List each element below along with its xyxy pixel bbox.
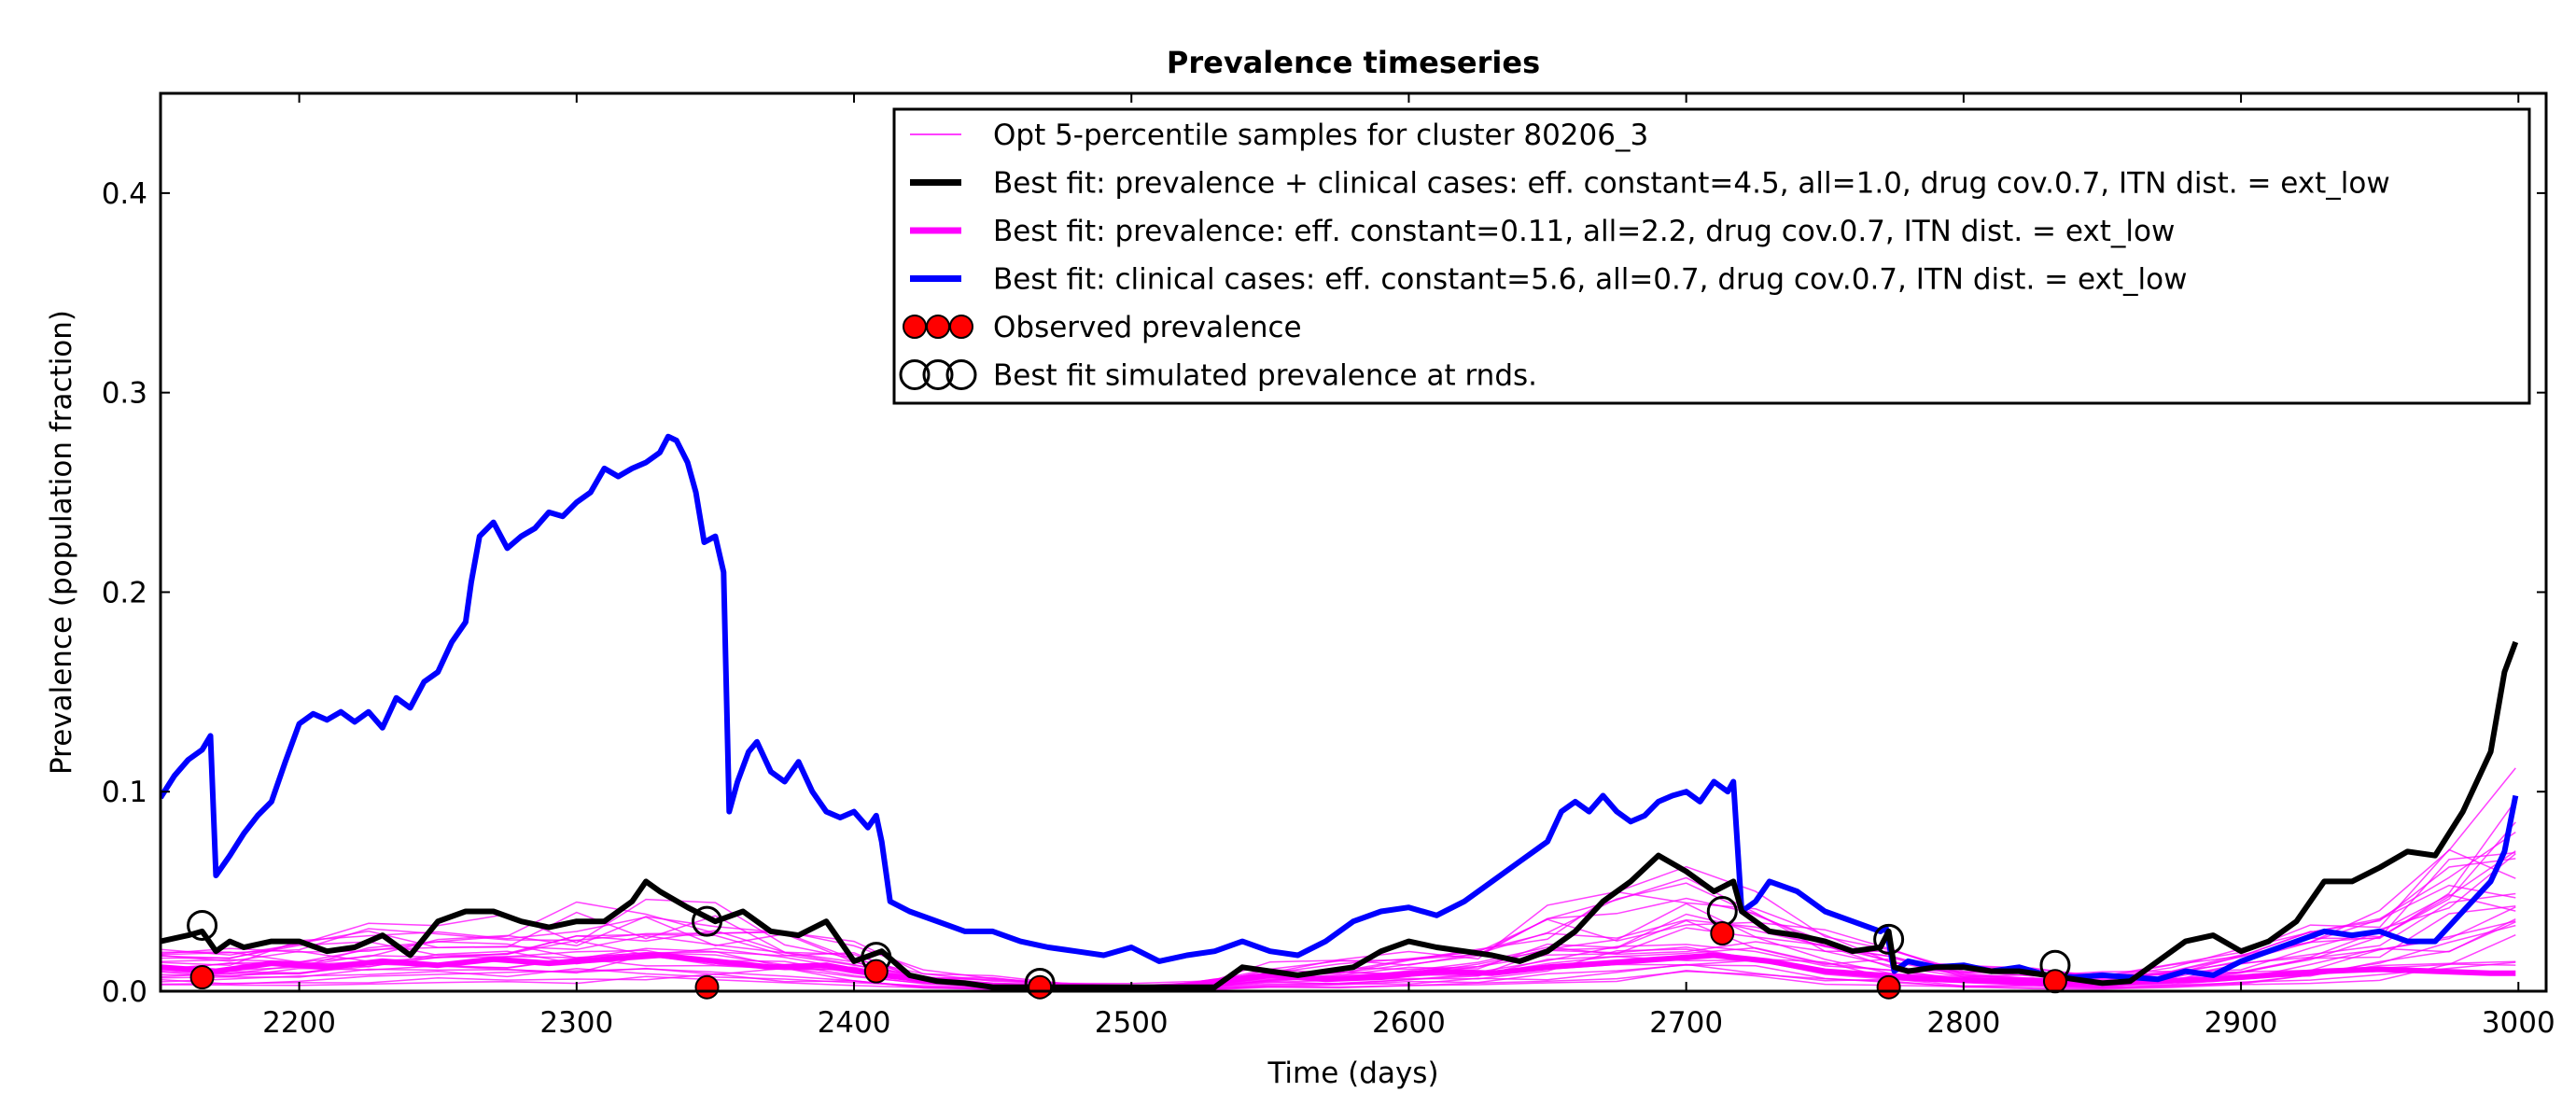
simulated-point — [187, 909, 218, 941]
x-axis: 2200 2300 2400 2500 2600 2700 2800 2900 3000 — [262, 93, 2555, 1040]
y-axis: 0.0 0.1 0.2 0.3 0.4 — [102, 177, 2546, 1009]
observed-point — [189, 965, 215, 990]
x-tick-label: 2400 — [818, 1006, 891, 1040]
legend-entry: Best fit: clinical cases: eff. constant=… — [910, 263, 2187, 297]
series-lines — [161, 433, 2519, 991]
x-tick-label: 3000 — [2482, 1006, 2555, 1040]
y-tick-label: 0.1 — [102, 776, 147, 809]
sample-line — [161, 767, 2516, 985]
legend-swatch — [945, 359, 977, 390]
legend-swatch — [903, 315, 927, 339]
x-tick-label: 2200 — [262, 1006, 336, 1040]
observed-point — [1876, 974, 1901, 1000]
x-tick-label: 2800 — [1926, 1006, 2000, 1040]
legend: Opt 5-percentile samples for cluster 802… — [892, 107, 2531, 405]
legend-label: Best fit: clinical cases: eff. constant=… — [993, 263, 2187, 297]
x-tick-label: 2600 — [1372, 1006, 1446, 1040]
legend-box — [892, 107, 2531, 405]
simulated-point — [1873, 923, 1905, 955]
legend-swatch — [899, 359, 931, 390]
legend-entry: Best fit simulated prevalence at rnds. — [899, 359, 1537, 393]
y-tick-label: 0.0 — [102, 975, 147, 1009]
plot-frame — [159, 91, 2548, 993]
sample-line — [161, 963, 2516, 991]
series-clinical-line — [161, 433, 2519, 983]
simulated-point — [692, 905, 723, 937]
x-axis-label: Time (days) — [1267, 1057, 1438, 1090]
x-tick-label: 2700 — [1649, 1006, 1723, 1040]
observed-point — [863, 959, 889, 984]
chart-title: Prevalence timeseries — [1167, 45, 1540, 80]
legend-label: Opt 5-percentile samples for cluster 802… — [993, 119, 1648, 152]
legend-swatch — [949, 315, 973, 339]
y-axis-label: Prevalence (population fraction) — [45, 310, 78, 775]
marker-points — [187, 895, 2071, 1000]
legend-entry: Opt 5-percentile samples for cluster 802… — [910, 119, 1648, 152]
x-tick-label: 2300 — [539, 1006, 613, 1040]
y-tick-label: 0.4 — [102, 177, 147, 211]
y-tick-label: 0.2 — [102, 576, 147, 609]
x-tick-label: 2500 — [1095, 1006, 1169, 1040]
x-tick-label: 2900 — [2205, 1006, 2278, 1040]
legend-entry: Best fit: prevalence: eff. constant=0.11… — [910, 215, 2175, 248]
legend-entry: Best fit: prevalence + clinical cases: e… — [910, 167, 2390, 201]
legend-label: Best fit: prevalence: eff. constant=0.11… — [993, 215, 2175, 248]
legend-label: Best fit simulated prevalence at rnds. — [993, 359, 1537, 393]
legend-swatch — [922, 359, 954, 390]
observed-point — [1710, 921, 1735, 946]
observed-point — [2042, 969, 2067, 994]
y-tick-label: 0.3 — [102, 377, 147, 411]
legend-entry: Observed prevalence — [903, 311, 1302, 344]
series-combined-line — [161, 640, 2519, 990]
legend-swatch — [926, 315, 950, 339]
observed-point — [694, 974, 720, 1000]
sample-line — [161, 961, 2516, 991]
observed-point — [1028, 974, 1053, 1000]
legend-label: Best fit: prevalence + clinical cases: e… — [993, 167, 2390, 201]
series-prevalence-line — [161, 952, 2516, 991]
legend-label: Observed prevalence — [993, 311, 1302, 344]
